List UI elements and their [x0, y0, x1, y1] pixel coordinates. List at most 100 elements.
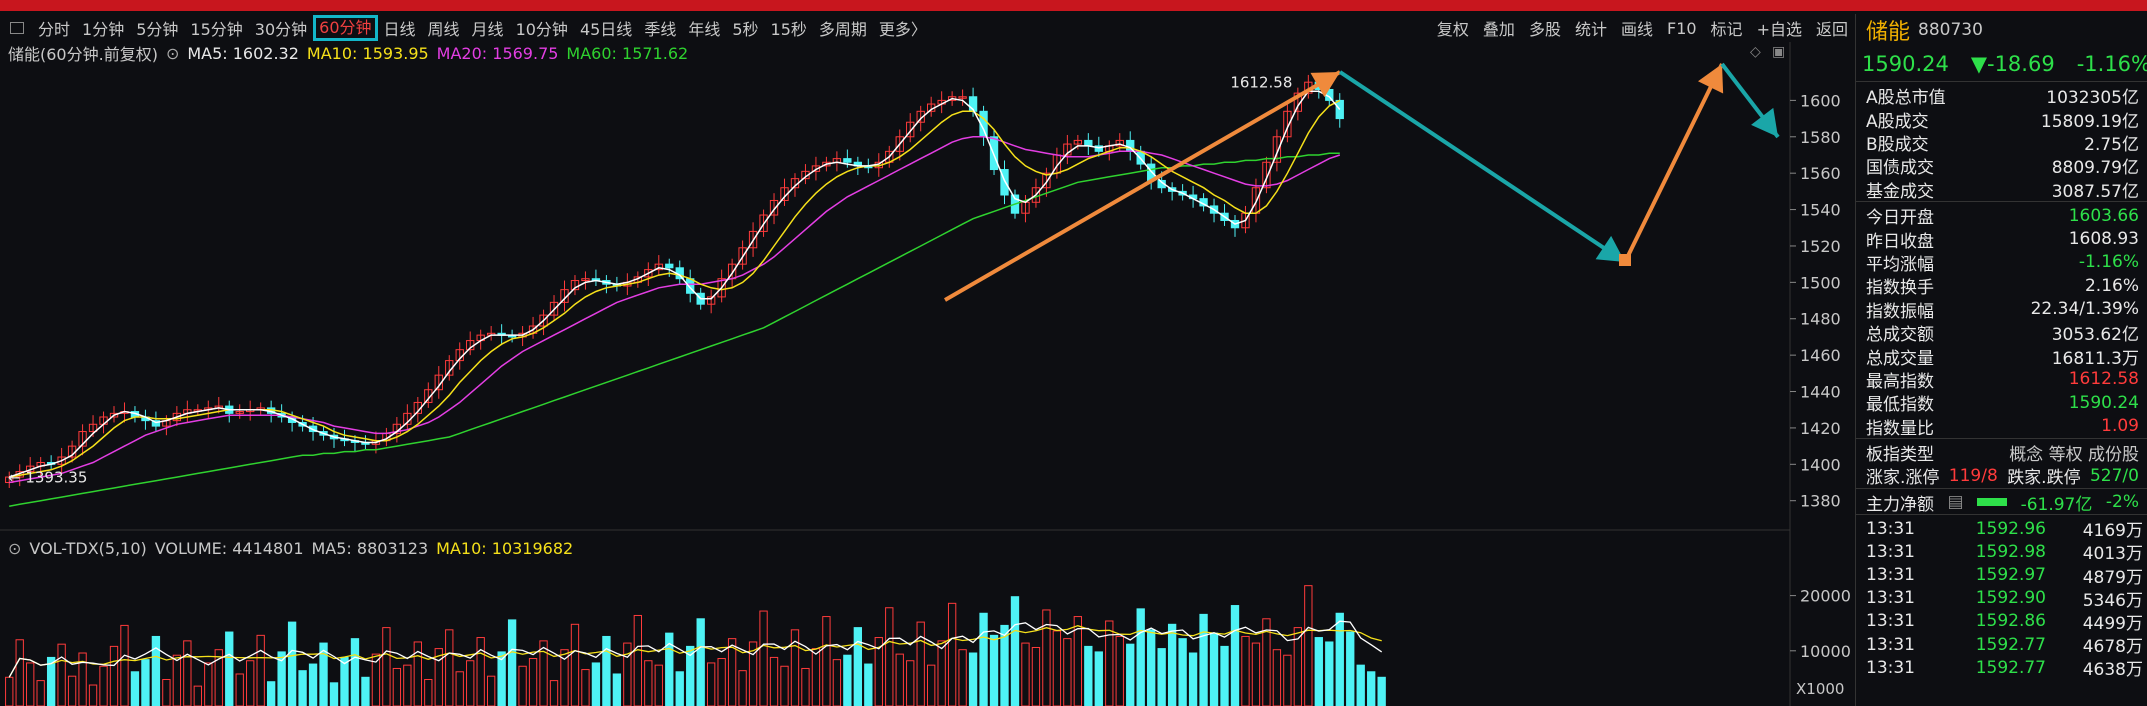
- candle: [906, 121, 915, 138]
- volume-value: VOLUME: 4414801: [154, 538, 304, 558]
- candle: [748, 230, 758, 249]
- sidebar-toggle-icon[interactable]: [10, 22, 24, 34]
- tab-period-9[interactable]: 10分钟: [515, 20, 568, 39]
- tool-button-2[interactable]: 多股: [1528, 20, 1561, 39]
- stat-row: 指数振幅 22.34/1.39%: [1856, 298, 2147, 322]
- volume-bar: [1346, 631, 1355, 706]
- volume-bar: [183, 640, 192, 706]
- tab-period-6[interactable]: 日线: [383, 20, 416, 39]
- volume-bar: [455, 671, 464, 706]
- market-row: 国债成交 8809.79亿: [1856, 154, 2147, 178]
- stat-label: 平均涨幅: [1866, 254, 1934, 275]
- tool-button-7[interactable]: +自选: [1756, 20, 1802, 39]
- volume-legend-icon[interactable]: ⊙: [8, 538, 22, 558]
- tab-period-4[interactable]: 30分钟: [254, 20, 308, 39]
- volume-bar: [130, 671, 140, 706]
- stat-row: 今日开盘 1603.66: [1856, 204, 2147, 229]
- volume-bar: [5, 676, 14, 706]
- market-row: B股成交 2.75亿: [1856, 131, 2147, 155]
- stat-value: 1608.93: [2068, 229, 2139, 250]
- tab-period-0[interactable]: 分时: [38, 20, 71, 39]
- tab-period-2[interactable]: 5分钟: [136, 20, 179, 39]
- candle: [958, 96, 967, 99]
- tool-button-0[interactable]: 复权: [1436, 20, 1469, 39]
- tab-period-1[interactable]: 1分钟: [82, 20, 125, 39]
- volume-bar: [298, 670, 307, 706]
- volume-bar: [1283, 654, 1292, 706]
- volume-bar: [162, 679, 171, 706]
- main-flow-value: -61.97亿: [2020, 494, 2093, 515]
- volume-bar: [350, 638, 360, 706]
- up-trend-arrow[interactable]: [944, 70, 1341, 302]
- volume-bar: [235, 673, 244, 706]
- main-flow-line: 主力净额 ▤ -61.97亿 -2%: [1856, 491, 2147, 515]
- main-flow-icon[interactable]: ▤: [1947, 492, 1964, 513]
- tab-period-11[interactable]: 季线: [644, 20, 677, 39]
- volume-bar: [193, 685, 202, 706]
- volume-bar: [1188, 652, 1198, 706]
- tab-period-8[interactable]: 月线: [471, 20, 504, 39]
- zoom-icon[interactable]: ◇: [1750, 44, 1761, 60]
- price-tick-label: 1500: [1800, 273, 1841, 292]
- tool-button-1[interactable]: 叠加: [1482, 20, 1515, 39]
- tool-button-3[interactable]: 统计: [1574, 20, 1607, 39]
- volume-bar: [225, 631, 234, 706]
- tick-row: 13:31 1592.90 5346万: [1856, 587, 2147, 611]
- layout-icon[interactable]: ▣: [1772, 44, 1785, 60]
- stat-value: 1.09: [2101, 416, 2139, 437]
- volume-bar: [1209, 632, 1219, 706]
- rebound-arrow[interactable]: [1623, 63, 1724, 263]
- volume-bar: [612, 673, 622, 706]
- fall-limit-label: 跌家.跌停: [2007, 468, 2081, 489]
- volume-bar: [1021, 642, 1030, 706]
- tab-period-7[interactable]: 周线: [427, 20, 460, 39]
- ma10-label: MA10: 1593.95: [306, 43, 429, 63]
- fall-limit-value: 527/0: [2089, 465, 2139, 486]
- volume-bar: [717, 658, 726, 706]
- tab-period-10[interactable]: 45日线: [579, 20, 633, 39]
- tab-period-16[interactable]: 更多〉: [878, 20, 927, 39]
- tab-period-3[interactable]: 15分钟: [190, 20, 243, 39]
- tab-period-12[interactable]: 年线: [688, 20, 721, 39]
- market-value: 15809.19亿: [2040, 111, 2139, 132]
- volume-bar: [99, 665, 108, 706]
- candle: [843, 158, 852, 163]
- ma60-label: MA60: 1571.62: [566, 43, 689, 63]
- stat-row: 总成交量 16811.3万: [1856, 344, 2147, 369]
- volume-bar: [1335, 612, 1344, 706]
- stat-label: 最低指数: [1866, 395, 1934, 416]
- trend-anchor-marker[interactable]: [1619, 254, 1631, 266]
- price-tick-label: 1560: [1800, 164, 1841, 183]
- volume-bar: [1293, 627, 1303, 706]
- volume-bar: [1084, 645, 1093, 706]
- volume-bar: [340, 656, 349, 706]
- down-trend-arrow[interactable]: [1338, 70, 1627, 264]
- tick-volume: 4678万: [2082, 637, 2143, 658]
- volume-title: VOL-TDX(5,10): [29, 538, 147, 558]
- stat-row: 指数量比 1.09: [1856, 414, 2147, 439]
- tab-period-5[interactable]: 60分钟: [313, 15, 378, 41]
- candle: [434, 374, 443, 391]
- market-summary: A股总市值 1032305亿 A股成交 15809.19亿 B股成交 2.75亿 国债成交 8…: [1856, 82, 2147, 202]
- volume-ma5: MA5: 8803123: [311, 538, 429, 558]
- tool-button-6[interactable]: 标记: [1710, 20, 1743, 39]
- ma20-line: [9, 136, 1341, 484]
- tool-button-5[interactable]: F10: [1666, 18, 1697, 38]
- rise-limit-label: 涨家.涨停: [1866, 468, 1940, 489]
- tool-button-4[interactable]: 画线: [1620, 20, 1653, 39]
- tab-period-13[interactable]: 5秒: [732, 20, 759, 39]
- tab-period-14[interactable]: 15秒: [770, 20, 807, 39]
- period-toolbar: 分时 1分钟 5分钟 15分钟 30分钟 60分钟 日线 周线 月线 10分钟 45日线 季线 年线 5秒…: [0, 14, 1855, 42]
- volume-bar: [403, 664, 412, 706]
- tab-period-15[interactable]: 多周期: [818, 20, 867, 39]
- stat-value: -1.16%: [2078, 252, 2139, 273]
- settings-icon[interactable]: ⊙: [165, 43, 180, 63]
- low-annotation: ← 1393.35: [8, 468, 87, 486]
- volume-bar: [937, 640, 946, 706]
- volume-bar: [696, 618, 705, 706]
- board-type-value[interactable]: 概念 等权 成份股: [2009, 445, 2139, 466]
- price-tick-label: 1600: [1800, 91, 1841, 110]
- tool-button-8[interactable]: 返回: [1815, 20, 1848, 39]
- period-tabs: 分时 1分钟 5分钟 15分钟 30分钟 60分钟 日线 周线 月线 10分钟 45日线 季线 年线 5秒…: [32, 15, 933, 41]
- kline-chart[interactable]: 1380 1400 1420 1440 1460 1480 1500 1520 1540 1560…: [0, 42, 1855, 706]
